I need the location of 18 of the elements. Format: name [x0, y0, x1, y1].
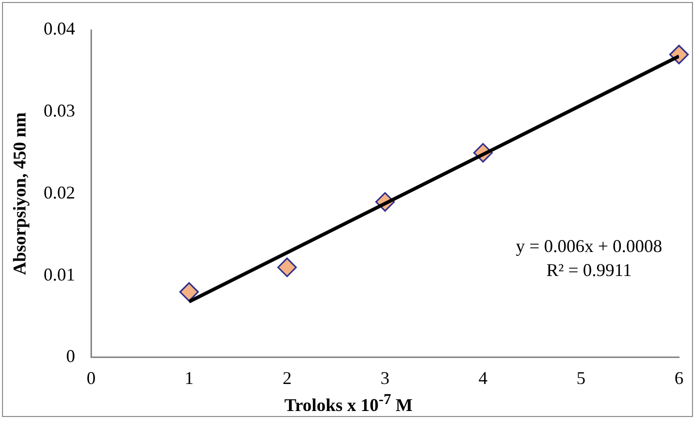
x-tick-label: 4	[478, 368, 488, 388]
y-tick-label: 0.04	[44, 18, 76, 39]
x-tick-label: 2	[282, 368, 292, 388]
x-tick-label: 1	[184, 368, 194, 388]
x-tick-label: 3	[380, 368, 390, 388]
annotation: y = 0.006x + 0.0008	[516, 236, 662, 256]
y-axis-title: Absorpsiyon, 450 nm	[9, 112, 30, 275]
y-tick-label: 0.01	[44, 264, 76, 284]
x-tick-label: 5	[576, 368, 586, 388]
point	[277, 258, 297, 278]
point	[179, 282, 199, 302]
x-tick-label: 0	[86, 368, 96, 388]
x-tick-label: 6	[674, 368, 684, 388]
y-tick-label: 0.02	[44, 182, 76, 202]
y-tick-label: 0.03	[44, 100, 76, 121]
annotation: R² = 0.9911	[546, 260, 632, 280]
x-axis-title: Troloks x 10$^{-7}$ M	[283, 392, 414, 416]
y-tick-label: 0	[66, 346, 76, 366]
